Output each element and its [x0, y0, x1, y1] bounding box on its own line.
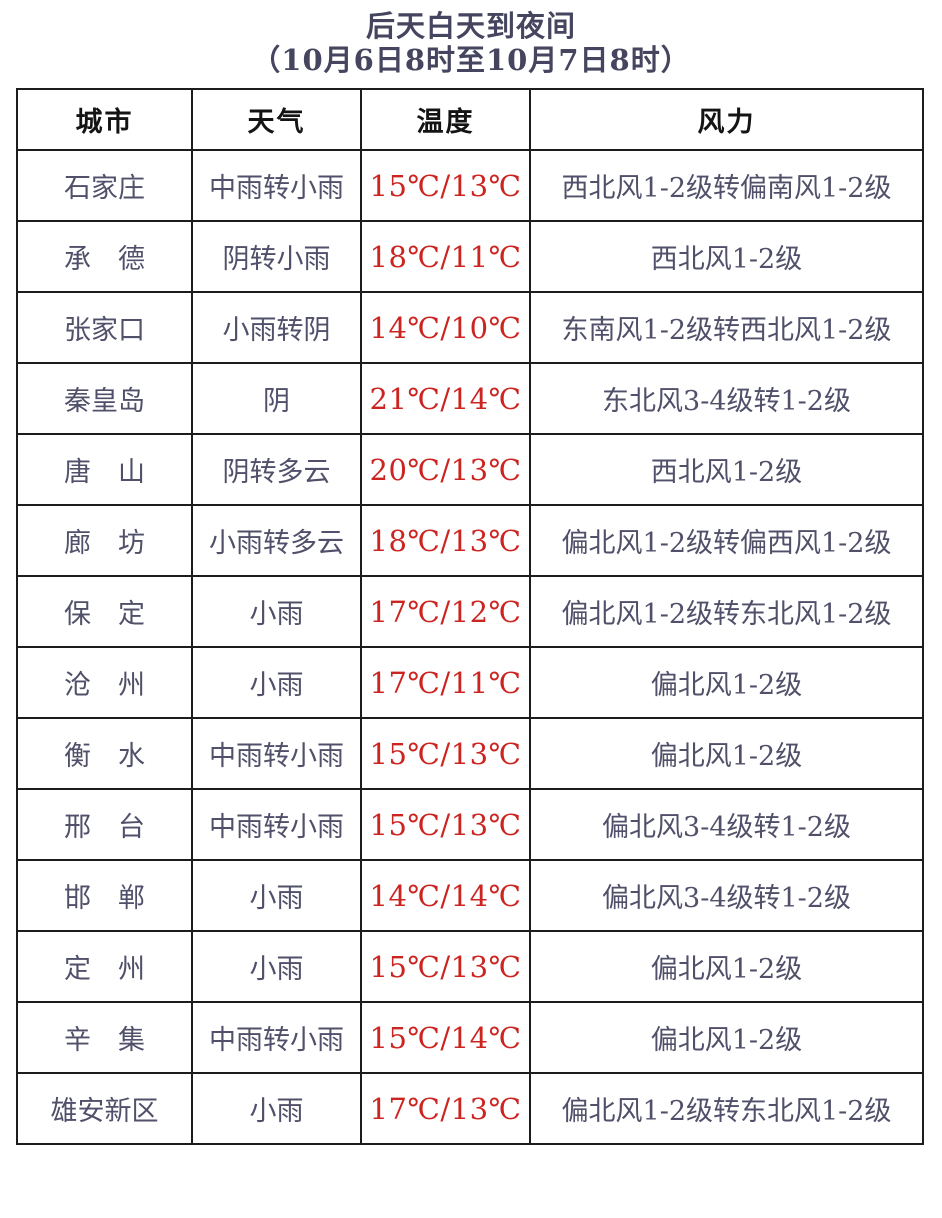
wind-cell: 偏北风1-2级转东北风1-2级 — [529, 1072, 924, 1145]
wind-cell: 偏北风1-2级转偏西风1-2级 — [529, 504, 924, 577]
table-row: 雄安新区 小雨 17℃/13℃ 偏北风1-2级转东北风1-2级 — [16, 1072, 924, 1145]
weather-cell: 小雨 — [191, 575, 362, 648]
title-line-1: 后天白天到夜间 — [365, 9, 576, 43]
table-row: 邯 郸 小雨 14℃/14℃ 偏北风3-4级转1-2级 — [16, 859, 924, 932]
wind-cell: 偏北风1-2级 — [529, 1001, 924, 1074]
wind-cell: 偏北风1-2级转东北风1-2级 — [529, 575, 924, 648]
city-cell: 定 州 — [16, 930, 193, 1003]
weather-cell: 小雨 — [191, 930, 362, 1003]
city-cell: 邯 郸 — [16, 859, 193, 932]
header-city: 城市 — [16, 88, 193, 151]
weather-cell: 小雨 — [191, 1072, 362, 1145]
city-cell: 邢 台 — [16, 788, 193, 861]
table-row: 石家庄 中雨转小雨 15℃/13℃ 西北风1-2级转偏南风1-2级 — [16, 149, 924, 222]
weather-cell: 中雨转小雨 — [191, 149, 362, 222]
header-wind: 风力 — [529, 88, 924, 151]
header-temperature: 温度 — [360, 88, 531, 151]
city-cell: 保 定 — [16, 575, 193, 648]
weather-cell: 阴 — [191, 362, 362, 435]
weather-cell: 阴转多云 — [191, 433, 362, 506]
title-line-2: （10月6日8时至10月7日8时） — [251, 43, 691, 77]
wind-cell: 偏北风1-2级 — [529, 930, 924, 1003]
city-cell: 张家口 — [16, 291, 193, 364]
wind-cell: 西北风1-2级 — [529, 220, 924, 293]
city-cell: 雄安新区 — [16, 1072, 193, 1145]
weather-cell: 中雨转小雨 — [191, 1001, 362, 1074]
wind-cell: 西北风1-2级 — [529, 433, 924, 506]
wind-cell: 偏北风1-2级 — [529, 717, 924, 790]
table-row: 秦皇岛 阴 21℃/14℃ 东北风3-4级转1-2级 — [16, 362, 924, 435]
table-row: 张家口 小雨转阴 14℃/10℃ 东南风1-2级转西北风1-2级 — [16, 291, 924, 364]
weather-cell: 中雨转小雨 — [191, 788, 362, 861]
weather-cell: 小雨转多云 — [191, 504, 362, 577]
temperature-cell: 18℃/13℃ — [360, 504, 531, 577]
temperature-cell: 14℃/10℃ — [360, 291, 531, 364]
table-row: 定 州 小雨 15℃/13℃ 偏北风1-2级 — [16, 930, 924, 1003]
temperature-cell: 17℃/11℃ — [360, 646, 531, 719]
city-cell: 石家庄 — [16, 149, 193, 222]
temperature-cell: 20℃/13℃ — [360, 433, 531, 506]
table-row: 邢 台 中雨转小雨 15℃/13℃ 偏北风3-4级转1-2级 — [16, 788, 924, 861]
weather-cell: 小雨 — [191, 646, 362, 719]
city-cell: 廊 坊 — [16, 504, 193, 577]
city-cell: 秦皇岛 — [16, 362, 193, 435]
city-cell: 衡 水 — [16, 717, 193, 790]
header-weather: 天气 — [191, 88, 362, 151]
wind-cell: 偏北风3-4级转1-2级 — [529, 788, 924, 861]
temperature-cell: 15℃/14℃ — [360, 1001, 531, 1074]
temperature-cell: 15℃/13℃ — [360, 717, 531, 790]
page-title: 后天白天到夜间 （10月6日8时至10月7日8时） — [0, 0, 942, 77]
table-row: 保 定 小雨 17℃/12℃ 偏北风1-2级转东北风1-2级 — [16, 575, 924, 648]
table-body: 石家庄 中雨转小雨 15℃/13℃ 西北风1-2级转偏南风1-2级 承 德 阴转… — [16, 149, 924, 1145]
temperature-cell: 21℃/14℃ — [360, 362, 531, 435]
wind-cell: 偏北风3-4级转1-2级 — [529, 859, 924, 932]
wind-cell: 西北风1-2级转偏南风1-2级 — [529, 149, 924, 222]
table-row: 衡 水 中雨转小雨 15℃/13℃ 偏北风1-2级 — [16, 717, 924, 790]
weather-table: 城市 天气 温度 风力 石家庄 中雨转小雨 15℃/13℃ 西北风1-2级转偏南… — [16, 88, 924, 1145]
wind-cell: 东北风3-4级转1-2级 — [529, 362, 924, 435]
city-cell: 沧 州 — [16, 646, 193, 719]
weather-cell: 中雨转小雨 — [191, 717, 362, 790]
weather-cell: 小雨 — [191, 859, 362, 932]
table-row: 沧 州 小雨 17℃/11℃ 偏北风1-2级 — [16, 646, 924, 719]
wind-cell: 偏北风1-2级 — [529, 646, 924, 719]
table-header-row: 城市 天气 温度 风力 — [16, 88, 924, 151]
city-cell: 唐 山 — [16, 433, 193, 506]
temperature-cell: 15℃/13℃ — [360, 930, 531, 1003]
temperature-cell: 15℃/13℃ — [360, 149, 531, 222]
weather-cell: 阴转小雨 — [191, 220, 362, 293]
table-row: 承 德 阴转小雨 18℃/11℃ 西北风1-2级 — [16, 220, 924, 293]
wind-cell: 东南风1-2级转西北风1-2级 — [529, 291, 924, 364]
table-row: 唐 山 阴转多云 20℃/13℃ 西北风1-2级 — [16, 433, 924, 506]
temperature-cell: 15℃/13℃ — [360, 788, 531, 861]
temperature-cell: 18℃/11℃ — [360, 220, 531, 293]
table-row: 廊 坊 小雨转多云 18℃/13℃ 偏北风1-2级转偏西风1-2级 — [16, 504, 924, 577]
temperature-cell: 17℃/12℃ — [360, 575, 531, 648]
weather-cell: 小雨转阴 — [191, 291, 362, 364]
city-cell: 辛 集 — [16, 1001, 193, 1074]
temperature-cell: 14℃/14℃ — [360, 859, 531, 932]
temperature-cell: 17℃/13℃ — [360, 1072, 531, 1145]
table-row: 辛 集 中雨转小雨 15℃/14℃ 偏北风1-2级 — [16, 1001, 924, 1074]
city-cell: 承 德 — [16, 220, 193, 293]
